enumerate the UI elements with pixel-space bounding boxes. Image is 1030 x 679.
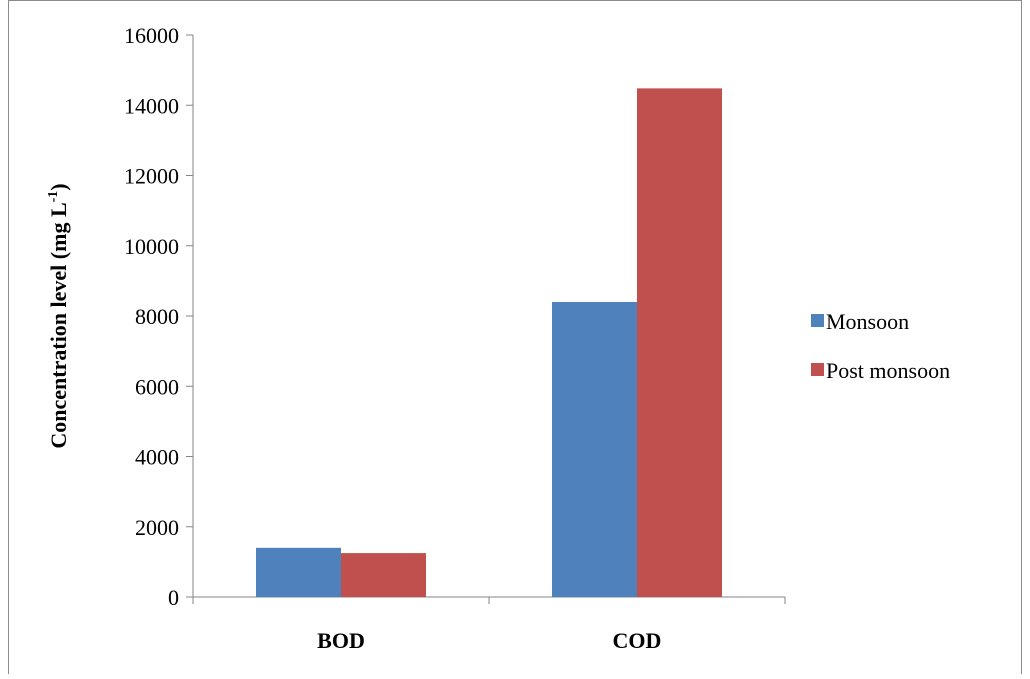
chart-frame bbox=[8, 0, 1022, 674]
y-axis-title: Concentration level (mg L-1) bbox=[46, 183, 71, 448]
y-tick-label: 10000 bbox=[124, 234, 179, 259]
y-tick-label: 12000 bbox=[124, 164, 179, 189]
bar-post-monsoon-bod bbox=[341, 553, 426, 597]
y-axis: 0 2000 4000 6000 8000 10000 12000 14000 16000 bbox=[124, 23, 194, 610]
legend-swatch bbox=[811, 363, 824, 376]
bar-monsoon-bod bbox=[256, 547, 341, 597]
y-tick-label: 16000 bbox=[124, 23, 179, 48]
bar-monsoon-cod bbox=[552, 301, 637, 597]
y-tick-label: 4000 bbox=[135, 445, 179, 470]
y-tick-label: 14000 bbox=[124, 93, 179, 118]
legend-label: Post monsoon bbox=[826, 358, 950, 383]
bars bbox=[256, 88, 722, 597]
y-axis-title-main: Concentration level (mg L bbox=[46, 202, 71, 448]
bar-post-monsoon-cod bbox=[637, 88, 722, 597]
y-tick-label: 8000 bbox=[135, 304, 179, 329]
y-tick-label: 2000 bbox=[135, 515, 179, 540]
y-tick-label: 0 bbox=[168, 585, 179, 610]
y-tick-label: 6000 bbox=[135, 374, 179, 399]
y-axis-title-close: ) bbox=[46, 183, 71, 190]
legend-label: Monsoon bbox=[826, 309, 909, 334]
x-category-label: BOD bbox=[317, 628, 365, 653]
y-axis-title-superscript: -1 bbox=[46, 191, 61, 203]
legend-swatch bbox=[811, 314, 824, 327]
x-axis: BOD COD bbox=[192, 596, 786, 653]
legend: Monsoon Post monsoon bbox=[811, 309, 950, 383]
x-category-label: COD bbox=[613, 628, 662, 653]
